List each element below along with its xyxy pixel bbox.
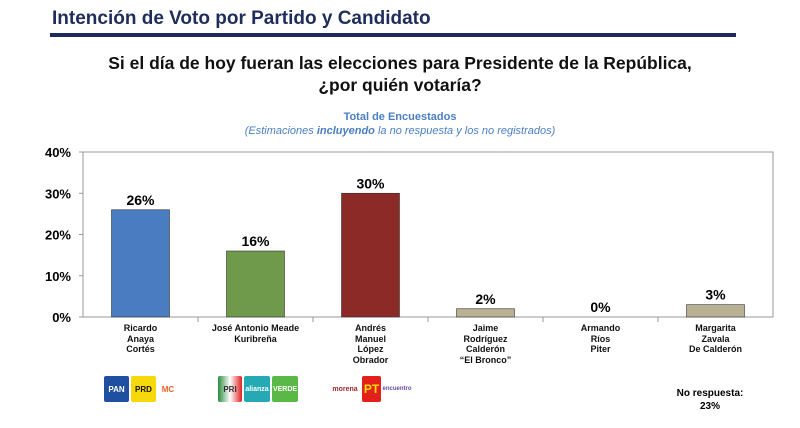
no-response: No respuesta: 23% xyxy=(660,387,760,413)
logo-pri: PRI xyxy=(218,376,242,402)
plot-frame xyxy=(82,151,774,318)
data-label: 26% xyxy=(126,192,155,208)
title-divider xyxy=(50,33,736,37)
logo-mc: MC xyxy=(161,384,175,394)
logos-frente: PAN PRD MC xyxy=(104,376,178,402)
logo-morena: morena xyxy=(332,385,358,393)
data-label: 30% xyxy=(356,175,385,191)
category-label: Ricardo Anaya Cortés xyxy=(123,323,158,354)
page-title: Intención de Voto por Partido y Candidat… xyxy=(52,8,431,29)
data-label: 16% xyxy=(241,233,270,249)
data-label: 0% xyxy=(590,299,611,315)
category-label: José Antonio Meade Kuribreña xyxy=(211,323,300,344)
y-tick-label: 10% xyxy=(45,269,71,284)
bar xyxy=(341,192,400,318)
logo-pes: encuentro xyxy=(382,386,412,392)
bar xyxy=(226,250,285,318)
logo-verde: VERDE xyxy=(272,376,298,402)
logos-juntos: morena PT encuentro xyxy=(330,376,412,402)
question: Si el día de hoy fueran las elecciones p… xyxy=(0,52,800,96)
bar xyxy=(686,304,745,318)
bar xyxy=(111,209,170,318)
y-tick-label: 0% xyxy=(52,310,71,325)
y-tick-label: 20% xyxy=(45,228,71,243)
category-label: Margarita Zavala De Calderón xyxy=(688,323,742,354)
note-bold: incluyendo xyxy=(316,125,375,137)
note: (Estimaciones incluyendo la no respuesta… xyxy=(0,125,800,137)
y-tick-label: 30% xyxy=(45,186,71,201)
data-label: 3% xyxy=(705,287,726,303)
logos-todos-por-mexico: PRI alianza VERDE xyxy=(218,376,298,402)
no-response-value: 23% xyxy=(699,401,720,412)
note-pre: (Estimaciones xyxy=(244,125,317,137)
logo-alianza: alianza xyxy=(244,376,270,402)
subtitle: Total de Encuestados xyxy=(343,111,457,123)
question-line1: Si el día de hoy fueran las elecciones p… xyxy=(108,53,692,73)
data-label: 2% xyxy=(475,291,496,307)
category-label: Armando Ríos Piter xyxy=(580,323,621,354)
logo-pan: PAN xyxy=(104,376,129,402)
logo-pt: PT xyxy=(362,376,381,402)
y-tick-label: 40% xyxy=(45,145,71,160)
bar xyxy=(456,308,515,318)
no-response-label: No respuesta: xyxy=(676,388,744,399)
category-label: Andrés Manuel López Obrador xyxy=(352,323,389,365)
category-label: Jaime Rodríguez Calderón “El Bronco” xyxy=(459,323,512,365)
question-line2: ¿por quién votaría? xyxy=(318,75,482,95)
logo-prd: PRD xyxy=(131,376,156,402)
note-post: la no respuesta y los no registrados) xyxy=(374,125,556,137)
